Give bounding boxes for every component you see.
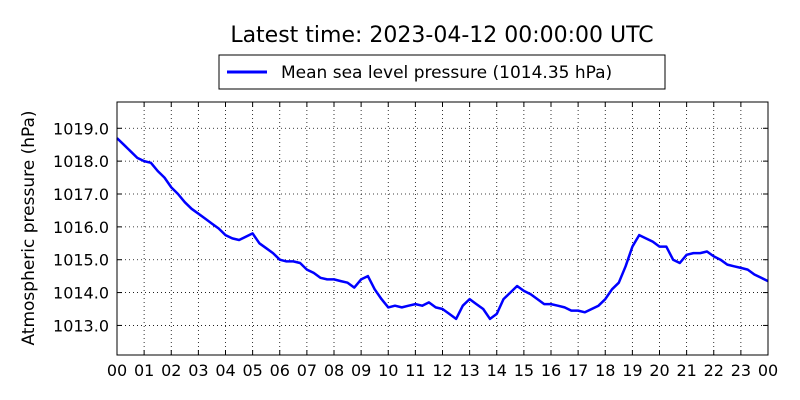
x-tick-label: 03 [188,361,208,380]
y-tick-label: 1014.0 [53,284,109,303]
series-layer [116,137,769,321]
y-tick-label: 1018.0 [53,152,109,171]
axis-ticks: 00 01 02 03 04 05 06 07 08 09 10 11 12 13 14 15 16 17 18 19… [53,102,778,380]
y-tick-label: 1013.0 [53,316,109,335]
y-tick-label: 1015.0 [53,251,109,270]
x-tick-label: 13 [459,361,479,380]
grid [117,102,768,355]
x-tick-label: 18 [595,361,615,380]
x-tick-label: 10 [378,361,398,380]
legend-label: Mean sea level pressure (1014.35 hPa) [281,63,612,83]
y-axis-label: Atmospheric pressure (hPa) [19,110,39,345]
x-tick-label: 07 [297,361,317,380]
x-tick-label: 12 [432,361,452,380]
x-tick-label: 02 [161,361,181,380]
x-tick-label: 06 [270,361,290,380]
series-line-mean-sea-level-pressure [116,137,769,321]
x-tick-label: 16 [541,361,561,380]
chart-title: Latest time: 2023-04-12 00:00:00 UTC [230,23,653,48]
x-tick-label: 19 [622,361,642,380]
x-tick-label: 15 [514,361,534,380]
legend: Mean sea level pressure (1014.35 hPa) [218,54,666,90]
x-tick-label: 20 [649,361,669,380]
y-tick-label: 1017.0 [53,185,109,204]
x-tick-label: 01 [134,361,154,380]
x-tick-label: 23 [731,361,751,380]
legend-box [218,54,666,90]
y-tick-label: 1016.0 [53,218,109,237]
x-tick-label: 11 [405,361,425,380]
x-tick-label: 00 [107,361,127,380]
x-tick-label: 04 [215,361,235,380]
x-tick-label: 00 [758,361,778,380]
x-tick-label: 08 [324,361,344,380]
x-tick-label: 14 [487,361,507,380]
y-tick-label: 1019.0 [53,119,109,138]
x-tick-label: 22 [704,361,724,380]
x-tick-label: 17 [568,361,588,380]
plot-frame [116,101,769,356]
x-tick-label: 21 [676,361,696,380]
x-tick-label: 09 [351,361,371,380]
x-tick-label: 05 [242,361,262,380]
